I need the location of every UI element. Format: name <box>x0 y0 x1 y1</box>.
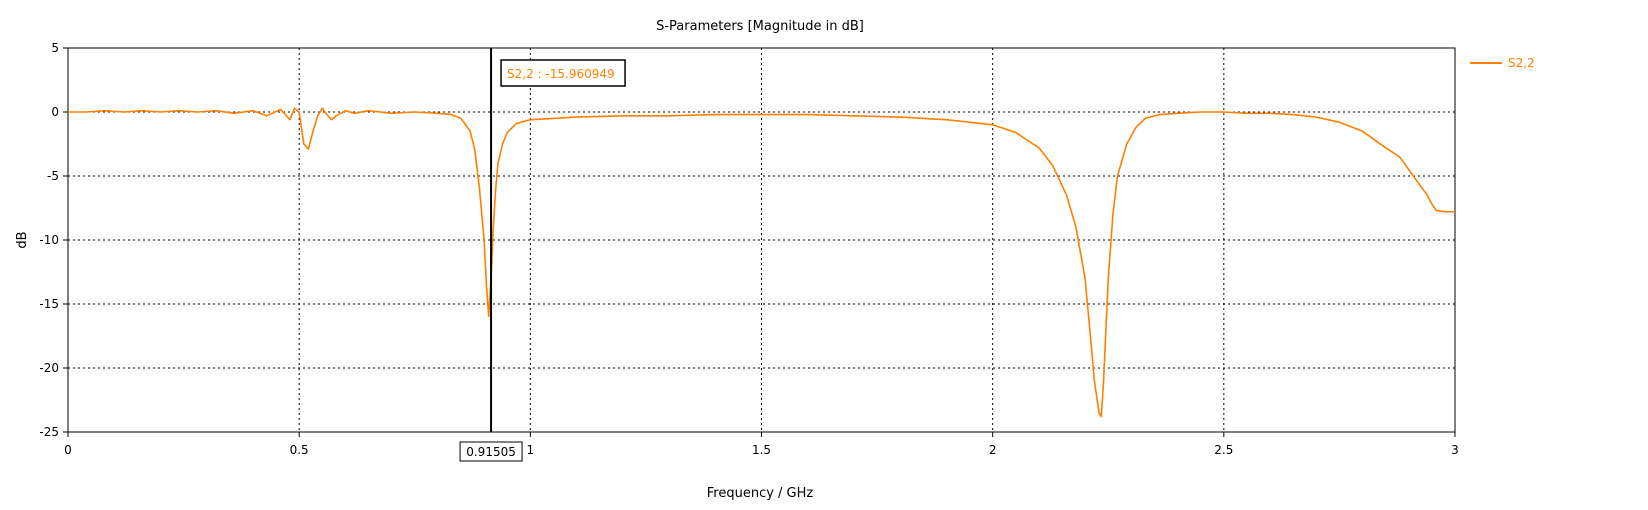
y-tick-label: -10 <box>39 233 59 247</box>
y-tick-label: 5 <box>51 41 59 55</box>
chart-title: S-Parameters [Magnitude in dB] <box>656 19 864 34</box>
y-tick-label: 0 <box>51 105 59 119</box>
marker-x-label-box <box>459 441 523 462</box>
x-tick-label: 0 <box>64 443 72 457</box>
x-tick-label: 1.5 <box>752 443 771 457</box>
y-tick-label: -25 <box>39 425 59 439</box>
y-tick-label: -15 <box>39 297 59 311</box>
x-tick-label: 2 <box>989 443 997 457</box>
grid-lines <box>68 48 1455 432</box>
marker-readout-box <box>500 59 626 87</box>
axis-ticks: 0 0.5 1 1.5 2 2.5 3 5 0 -5 -10 -15 -20 -25 <box>39 41 1458 457</box>
x-tick-label: 2.5 <box>1214 443 1233 457</box>
series-layer <box>68 107 1455 418</box>
x-axis-label: Frequency / GHz <box>707 486 814 501</box>
x-tick-label: 0.5 <box>290 443 309 457</box>
x-tick-label: 3 <box>1451 443 1459 457</box>
y-tick-label: -5 <box>47 169 59 183</box>
y-tick-label: -20 <box>39 361 59 375</box>
marker-readout: S2,2 : -15.960949 <box>500 59 626 87</box>
legend: S2,2 <box>1470 56 1535 70</box>
marker-readout-text: S2,2 : -15.960949 <box>507 67 615 81</box>
marker-x-label: 0.91505 <box>459 441 523 462</box>
series-line-s22 <box>68 107 1455 418</box>
x-tick-label: 1 <box>527 443 535 457</box>
y-axis-label: dB <box>15 231 30 248</box>
plot-frame <box>67 47 1456 433</box>
legend-label-s22: S2,2 <box>1508 56 1535 70</box>
marker-x-label-text: 0.91505 <box>466 445 516 459</box>
